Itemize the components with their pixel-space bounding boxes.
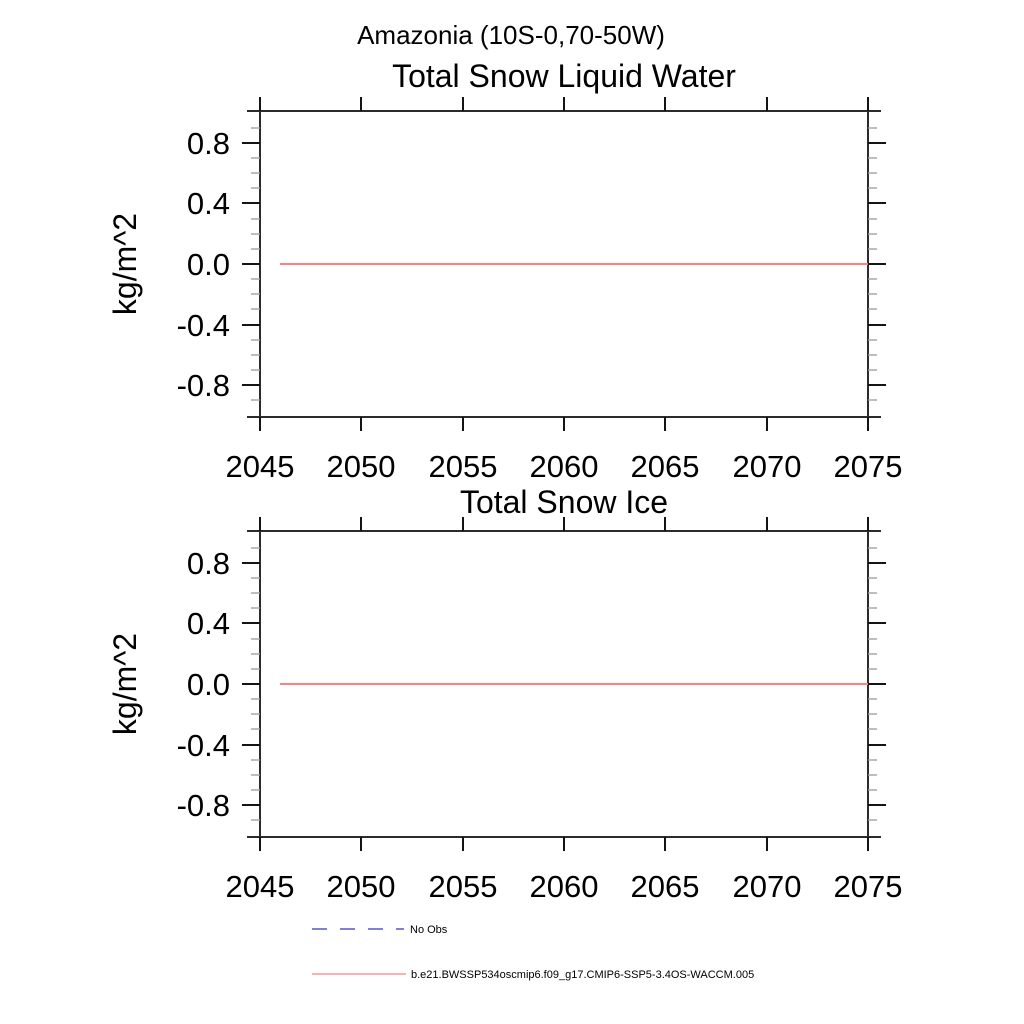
x-tick-label: 2055 [429, 869, 498, 904]
x-tick-label: 2055 [429, 449, 498, 484]
y-tick-label: -0.4 [177, 728, 230, 763]
x-tick-labels: 2045 2050 2055 2060 2065 2070 2075 [226, 449, 903, 484]
y-tick-label: 0.0 [187, 247, 230, 282]
x-tick-label: 2045 [226, 449, 295, 484]
plot-title: Total Snow Ice [460, 484, 668, 520]
legend-label: No Obs [410, 924, 448, 936]
x-tick-label: 2070 [733, 449, 802, 484]
x-tick-label: 2075 [834, 449, 903, 484]
y-tick-label: 0.4 [187, 186, 230, 221]
y-tick-label: 0.0 [187, 667, 230, 702]
legend: No Obs b.e21.BWSSP534oscmip6.f09_g17.CMI… [312, 924, 754, 981]
y-tick-label: -0.4 [177, 308, 230, 343]
legend-label: b.e21.BWSSP534oscmip6.f09_g17.CMIP6-SSP5… [411, 969, 754, 981]
x-tick-label: 2050 [327, 869, 396, 904]
x-tick-label: 2065 [631, 449, 700, 484]
y-tick-label: 0.4 [187, 606, 230, 641]
legend-item-no-obs: No Obs [312, 924, 448, 936]
x-tick-label: 2060 [530, 449, 599, 484]
y-tick-labels: 0.8 0.4 0.0 -0.4 -0.8 [177, 126, 230, 403]
figure-title: Amazonia (10S-0,70-50W) [357, 20, 665, 50]
x-tick-label: 2065 [631, 869, 700, 904]
x-tick-label: 2045 [226, 869, 295, 904]
y-axis-label: kg/m^2 [107, 213, 143, 315]
x-tick-label: 2070 [733, 869, 802, 904]
x-tick-label: 2050 [327, 449, 396, 484]
legend-item-model-run: b.e21.BWSSP534oscmip6.f09_g17.CMIP6-SSP5… [312, 969, 754, 981]
x-tick-label: 2060 [530, 869, 599, 904]
x-tick-labels: 2045 2050 2055 2060 2065 2070 2075 [226, 869, 903, 904]
y-tick-label: 0.8 [187, 546, 230, 581]
plot-total-snow-liquid-water: Total Snow Liquid Water kg/m^2 0.8 0.4 0… [107, 58, 902, 484]
plot-title: Total Snow Liquid Water [392, 58, 736, 94]
y-tick-label: -0.8 [177, 788, 230, 823]
plot-total-snow-ice: Total Snow Ice kg/m^2 0.8 0.4 0.0 -0.4 -… [107, 484, 902, 904]
y-axis-label: kg/m^2 [107, 633, 143, 735]
y-tick-labels: 0.8 0.4 0.0 -0.4 -0.8 [177, 546, 230, 823]
y-tick-label: 0.8 [187, 126, 230, 161]
x-tick-label: 2075 [834, 869, 903, 904]
y-tick-label: -0.8 [177, 368, 230, 403]
